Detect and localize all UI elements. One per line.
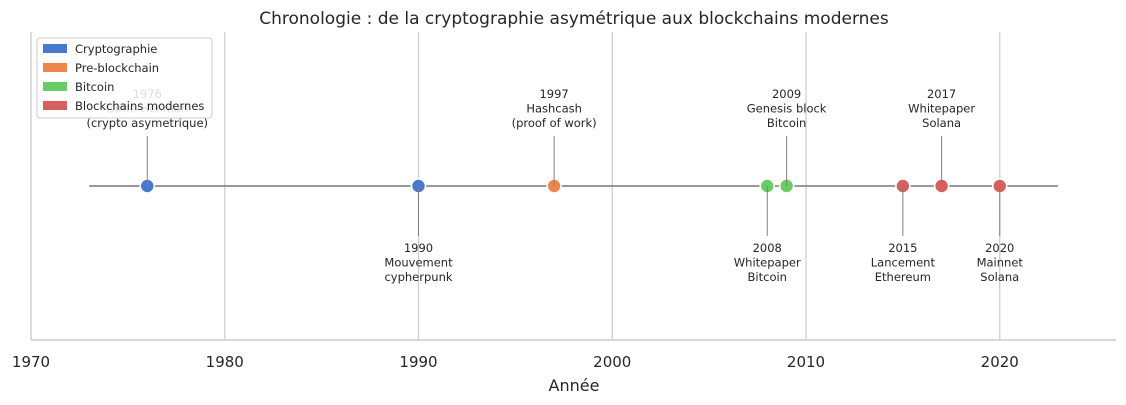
x-tick-label: 1980 xyxy=(206,353,244,371)
annotation-label: (proof of work) xyxy=(512,116,597,130)
annotation-label: Solana xyxy=(922,116,961,130)
annotation-label: Mouvement xyxy=(384,256,453,270)
legend-label: Blockchains modernes xyxy=(75,99,204,113)
chart-title: Chronologie : de la cryptographie asymét… xyxy=(259,9,889,29)
legend-swatch xyxy=(43,101,67,110)
x-axis-label: Année xyxy=(549,376,600,395)
legend-label: Cryptographie xyxy=(75,42,157,56)
legend: Cryptographie Pre-blockchain Bitcoin Blockc… xyxy=(36,37,213,119)
annotation-label: Genesis block xyxy=(747,102,827,116)
annotation-label: 2020 xyxy=(985,241,1014,255)
legend-swatch xyxy=(43,44,67,53)
legend-label: Bitcoin xyxy=(75,80,114,94)
annotation-label: 2009 xyxy=(772,87,801,101)
annotation-label: 2017 xyxy=(927,87,956,101)
legend-box xyxy=(36,37,213,119)
x-tick-label: 2010 xyxy=(787,353,825,371)
annotation-label: 1997 xyxy=(539,87,568,101)
annotations: 1976Diffie-Hellman(crypto asymetrique)19… xyxy=(86,87,1023,284)
x-tick-label: 1990 xyxy=(399,353,437,371)
axes xyxy=(30,32,1116,341)
annotation-label: Mainnet xyxy=(977,256,1024,270)
annotation-label: 2008 xyxy=(753,241,782,255)
annotation-label: Bitcoin xyxy=(748,270,787,284)
annotation-label: cypherpunk xyxy=(384,270,452,284)
annotation-label: 1990 xyxy=(404,241,433,255)
annotation-label: Solana xyxy=(980,270,1019,284)
annotation-label: Ethereum xyxy=(875,270,931,284)
annotation-label: Whitepaper xyxy=(908,102,975,116)
annotation-label: Hashcash xyxy=(526,102,582,116)
annotation-label: Bitcoin xyxy=(767,116,806,130)
annotation-label: Lancement xyxy=(871,256,936,270)
legend-swatch xyxy=(43,82,67,91)
x-tick-label: 2000 xyxy=(593,353,631,371)
annotation-label: (crypto asymetrique) xyxy=(86,116,208,130)
x-tick-label: 2020 xyxy=(981,353,1019,371)
legend-label: Pre-blockchain xyxy=(75,61,159,75)
x-tick-label: 1970 xyxy=(12,353,50,371)
timeline xyxy=(89,178,1058,194)
annotation-label: Whitepaper xyxy=(734,256,801,270)
annotation-label: 2015 xyxy=(888,241,917,255)
legend-swatch xyxy=(43,63,67,72)
x-tick-labels: 1970 1980 1990 2000 2010 2020 xyxy=(12,353,1019,371)
